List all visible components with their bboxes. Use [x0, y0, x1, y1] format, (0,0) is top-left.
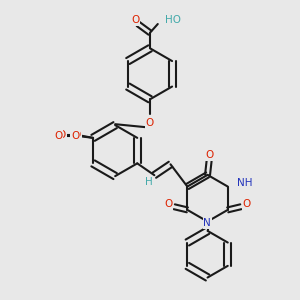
Text: O: O	[242, 199, 250, 209]
Text: O: O	[165, 199, 173, 209]
Text: O: O	[73, 130, 81, 140]
Text: O: O	[58, 130, 66, 140]
Text: O: O	[205, 150, 214, 160]
Text: O: O	[146, 118, 154, 128]
Text: N: N	[203, 218, 211, 228]
Text: O: O	[132, 15, 140, 25]
Text: O: O	[54, 131, 62, 141]
Text: H: H	[145, 177, 153, 187]
Text: O: O	[71, 131, 79, 141]
Text: NH: NH	[237, 178, 253, 188]
Text: HO: HO	[165, 15, 181, 25]
